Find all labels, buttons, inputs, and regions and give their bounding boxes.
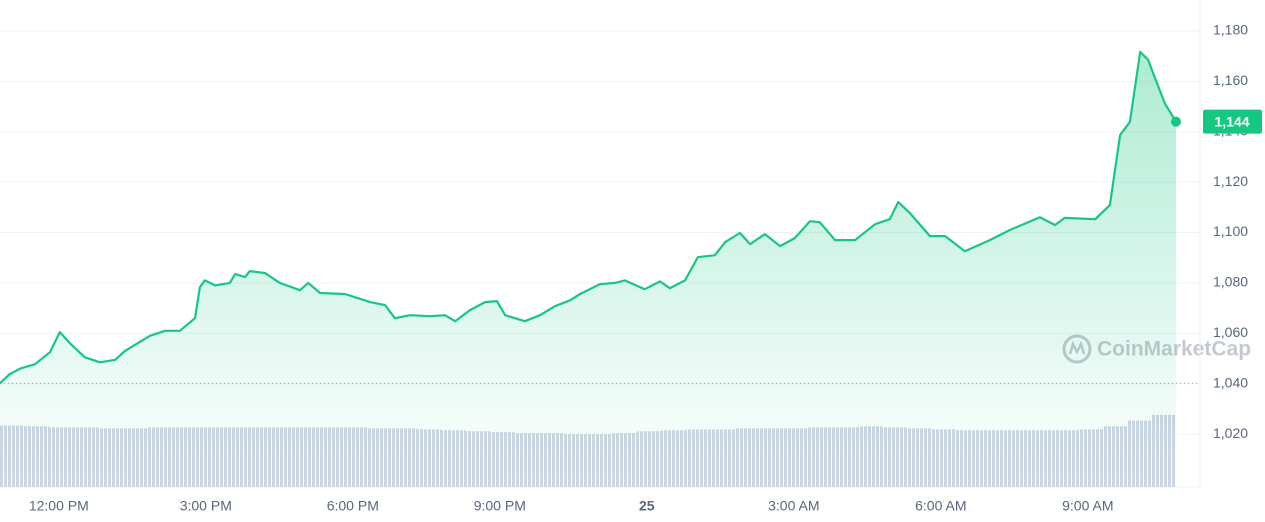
x-tick-label: 9:00 PM: [474, 498, 526, 514]
y-tick-label: 1,040: [1213, 374, 1248, 390]
last-price-badge: [1203, 109, 1262, 134]
y-tick-label: 1,120: [1213, 173, 1248, 189]
x-tick-label: 12:00 PM: [29, 498, 89, 514]
price-area: [0, 51, 1176, 488]
last-price-label: 1,144: [1214, 113, 1249, 129]
y-tick-label: 1,060: [1213, 324, 1248, 340]
price-line: [0, 50, 1177, 385]
y-tick-label: 1,080: [1213, 274, 1248, 290]
y-tick-label: 1,100: [1213, 223, 1248, 239]
last-price-dot: [1171, 116, 1181, 127]
x-tick-label: 9:00 AM: [1062, 498, 1113, 514]
x-tick-label: 25: [639, 498, 655, 514]
x-tick-label: 6:00 AM: [915, 498, 966, 514]
y-tick-label: 1,020: [1213, 425, 1248, 441]
y-tick-label: 1,180: [1213, 22, 1248, 38]
x-tick-label: 6:00 PM: [327, 498, 379, 514]
x-tick-label: 3:00 PM: [180, 498, 232, 514]
y-tick-label: 1,160: [1213, 72, 1248, 88]
x-tick-label: 3:00 AM: [768, 498, 819, 514]
